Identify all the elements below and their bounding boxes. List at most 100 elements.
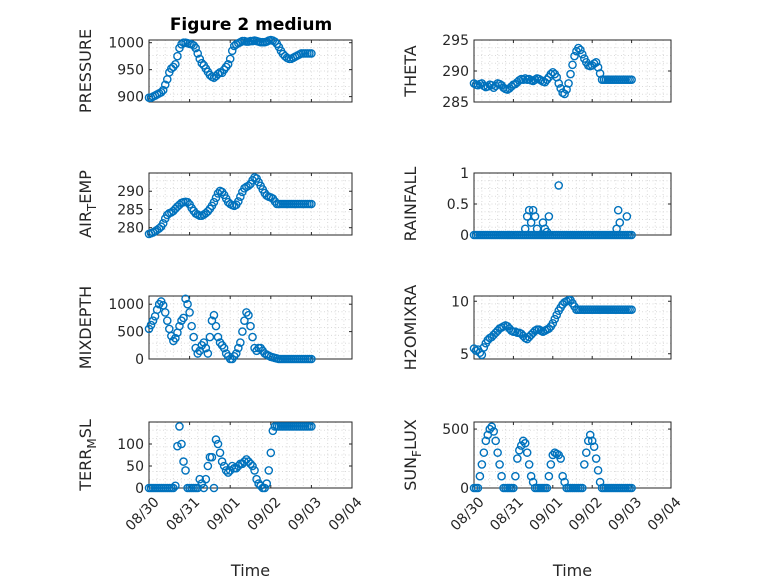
y-axis-label-tail: LUX — [401, 419, 420, 450]
data-point — [520, 224, 530, 234]
data-point — [544, 471, 554, 481]
data-point — [205, 332, 215, 342]
data-point — [158, 85, 168, 95]
data-point — [238, 327, 247, 336]
data-point — [211, 193, 221, 203]
data-point — [191, 43, 200, 53]
data-point — [497, 471, 506, 481]
data-point — [234, 197, 243, 206]
data-point — [240, 316, 249, 325]
data-point — [591, 58, 601, 67]
data-point — [622, 212, 632, 221]
data-point — [627, 230, 636, 240]
data-point — [197, 58, 207, 68]
data-point — [574, 43, 583, 53]
y-axis-label-main: AIR — [76, 211, 95, 238]
y-tick-label: 900 — [117, 90, 144, 106]
data-point — [589, 442, 599, 452]
data-point — [542, 227, 552, 237]
data-point — [270, 37, 280, 46]
data-point — [189, 332, 198, 342]
data-point — [566, 69, 575, 79]
y-tick-label: 0 — [460, 228, 469, 244]
subplot-3: 280 285 290 AIRTEMP — [76, 170, 353, 239]
y-tick-label: 0 — [135, 352, 144, 368]
data-point — [236, 338, 245, 347]
data-point — [248, 332, 257, 342]
y-axis-label-subscript: F — [410, 450, 424, 457]
data-point — [546, 460, 556, 469]
data-point — [181, 294, 190, 304]
data-point — [169, 483, 178, 493]
data-point — [207, 316, 217, 325]
y-tick-label: 0.5 — [447, 197, 469, 213]
data-point — [252, 474, 261, 484]
data-point — [548, 450, 558, 460]
data-point — [181, 466, 190, 475]
data-point — [627, 75, 636, 84]
data-point — [203, 461, 213, 471]
data-point — [236, 192, 245, 202]
data-point — [469, 344, 479, 353]
data-point — [234, 343, 243, 353]
data-point — [591, 454, 601, 463]
y-tick-label: 290 — [442, 64, 469, 80]
data-point — [199, 483, 209, 493]
y-axis-label-main: H2OMIXRA — [401, 285, 420, 371]
series-markers — [144, 35, 316, 102]
y-tick-label: 0 — [460, 481, 469, 497]
data-point — [264, 466, 274, 475]
data-point — [580, 460, 589, 469]
y-axis-label-main: SUN — [401, 457, 420, 491]
y-axis-label: H2OMIXRA — [401, 285, 420, 371]
y-axis-label: MIXDEPTH — [76, 286, 95, 369]
data-point — [223, 468, 233, 477]
y-axis-label-subscript: T — [85, 203, 99, 212]
data-point — [307, 199, 316, 209]
y-axis-label: AIRTEMP — [76, 170, 99, 238]
data-point — [487, 422, 497, 432]
y-axis-label-subscript: M — [85, 438, 99, 448]
y-axis-label-main: PRESSURE — [76, 29, 95, 113]
series-markers — [469, 295, 636, 360]
y-axis-label-tail: SL — [76, 419, 95, 438]
y-tick-label: 5 — [460, 347, 469, 363]
data-point — [515, 445, 524, 455]
data-point — [511, 471, 520, 481]
y-tick-label: 500 — [442, 422, 469, 438]
y-tick-label: 10 — [451, 294, 469, 310]
data-point — [187, 321, 196, 331]
data-point — [225, 54, 235, 64]
data-point — [558, 471, 567, 481]
y-tick-label: 280 — [117, 221, 144, 237]
data-point — [195, 474, 205, 484]
data-point — [207, 452, 217, 462]
data-point — [593, 466, 603, 475]
data-point — [479, 343, 489, 352]
data-point — [550, 314, 560, 324]
data-point — [158, 219, 168, 228]
data-point — [250, 466, 259, 475]
data-point — [528, 477, 538, 487]
data-point — [177, 439, 186, 449]
data-point — [223, 59, 233, 69]
data-point — [262, 479, 272, 488]
data-point — [146, 320, 156, 330]
data-point — [554, 181, 564, 190]
data-point — [148, 316, 158, 325]
data-point — [203, 206, 213, 216]
data-point — [570, 51, 579, 61]
data-point — [219, 461, 229, 471]
data-point — [213, 69, 223, 79]
y-tick-label: 950 — [117, 63, 144, 79]
y-tick-label: 0 — [135, 481, 144, 497]
data-point — [185, 308, 194, 317]
data-point — [483, 82, 493, 91]
data-point — [613, 205, 623, 215]
data-point — [211, 435, 221, 444]
data-point — [475, 471, 485, 481]
data-point — [491, 81, 500, 91]
data-point — [477, 460, 487, 469]
data-point — [615, 218, 625, 227]
data-point — [627, 483, 636, 493]
